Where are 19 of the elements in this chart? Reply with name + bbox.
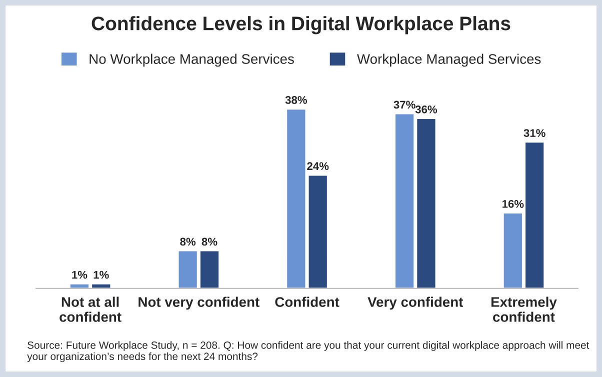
legend-label: Workplace Managed Services [357,54,541,67]
data-label: 36% [415,105,438,114]
data-label: 8% [180,238,196,246]
source-note: Source: Future Workplace Study, n = 208. Q: How confident are you that your current digital workplace approach will meet your organization’s needs for the next 24 months? [27,341,590,362]
data-label: 38% [285,96,308,104]
x-tick-label: Very confident [368,296,464,310]
x-tick-label: Confident [275,296,340,307]
data-label: 37% [394,100,416,109]
chart-title: Confidence Levels in Digital Workplace Plans [92,16,510,34]
x-tick-label: Not very confident [138,296,260,310]
legend-label: No Workplace Managed Services [90,54,294,67]
x-tick-label: Extremely confident [491,296,557,322]
x-tick-label: Not at all confident [60,296,122,322]
data-label: 31% [524,129,546,137]
data-label: 1% [72,270,88,279]
data-label: 8% [202,238,218,246]
data-label: 24% [307,162,329,170]
data-label: 16% [502,200,524,208]
data-label: 1% [94,270,109,279]
